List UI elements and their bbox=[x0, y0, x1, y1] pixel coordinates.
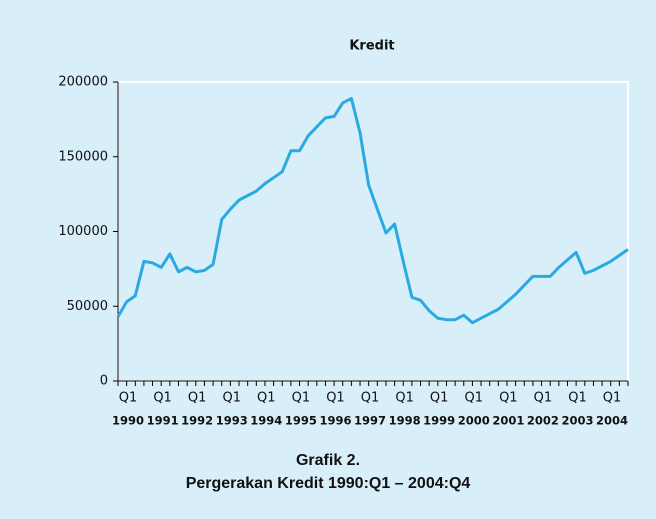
year-label: 1991 bbox=[147, 414, 179, 428]
year-label: 2003 bbox=[561, 414, 593, 428]
x-tick-label: Q1 bbox=[222, 391, 241, 406]
x-tick-label: Q1 bbox=[395, 391, 414, 406]
year-label: 2001 bbox=[492, 414, 524, 428]
x-tick-label: Q1 bbox=[119, 391, 138, 406]
x-tick-label: Q1 bbox=[534, 391, 553, 406]
x-tick-label: Q1 bbox=[499, 391, 518, 406]
caption: Pergerakan Kredit 1990:Q1 – 2004:Q4 bbox=[186, 475, 471, 492]
x-tick-label: Q1 bbox=[361, 391, 380, 406]
year-label: 1994 bbox=[250, 414, 282, 428]
year-label: 1999 bbox=[423, 414, 455, 428]
year-label: 1990 bbox=[112, 414, 144, 428]
x-tick-label: Q1 bbox=[465, 391, 484, 406]
year-label: 1992 bbox=[181, 414, 213, 428]
x-tick-label: Q1 bbox=[188, 391, 207, 406]
year-label: 2004 bbox=[596, 414, 628, 428]
data-line bbox=[116, 96, 629, 325]
year-label: 1998 bbox=[389, 414, 421, 428]
x-tick-label: Q1 bbox=[257, 391, 276, 406]
x-tick-label: Q1 bbox=[326, 391, 345, 406]
x-tick-label: Q1 bbox=[292, 391, 311, 406]
x-tick-label: Q1 bbox=[603, 391, 622, 406]
y-tick-label: 50000 bbox=[67, 299, 108, 314]
caption: Grafik 2. bbox=[296, 452, 360, 469]
y-tick-label: 150000 bbox=[58, 149, 108, 164]
y-tick-label: 100000 bbox=[58, 224, 108, 239]
year-label: 2000 bbox=[458, 414, 490, 428]
year-label: 2002 bbox=[527, 414, 559, 428]
year-label: 1996 bbox=[319, 414, 351, 428]
y-tick-label: 0 bbox=[100, 374, 108, 389]
year-label: 1997 bbox=[354, 414, 386, 428]
y-tick-label: 200000 bbox=[58, 75, 108, 90]
x-tick-label: Q1 bbox=[568, 391, 587, 406]
year-label: 1995 bbox=[285, 414, 317, 428]
x-tick-label: Q1 bbox=[430, 391, 449, 406]
year-label: 1993 bbox=[216, 414, 248, 428]
chart-title: Kredit bbox=[349, 39, 394, 54]
plot-area bbox=[117, 81, 629, 382]
x-tick-label: Q1 bbox=[153, 391, 172, 406]
